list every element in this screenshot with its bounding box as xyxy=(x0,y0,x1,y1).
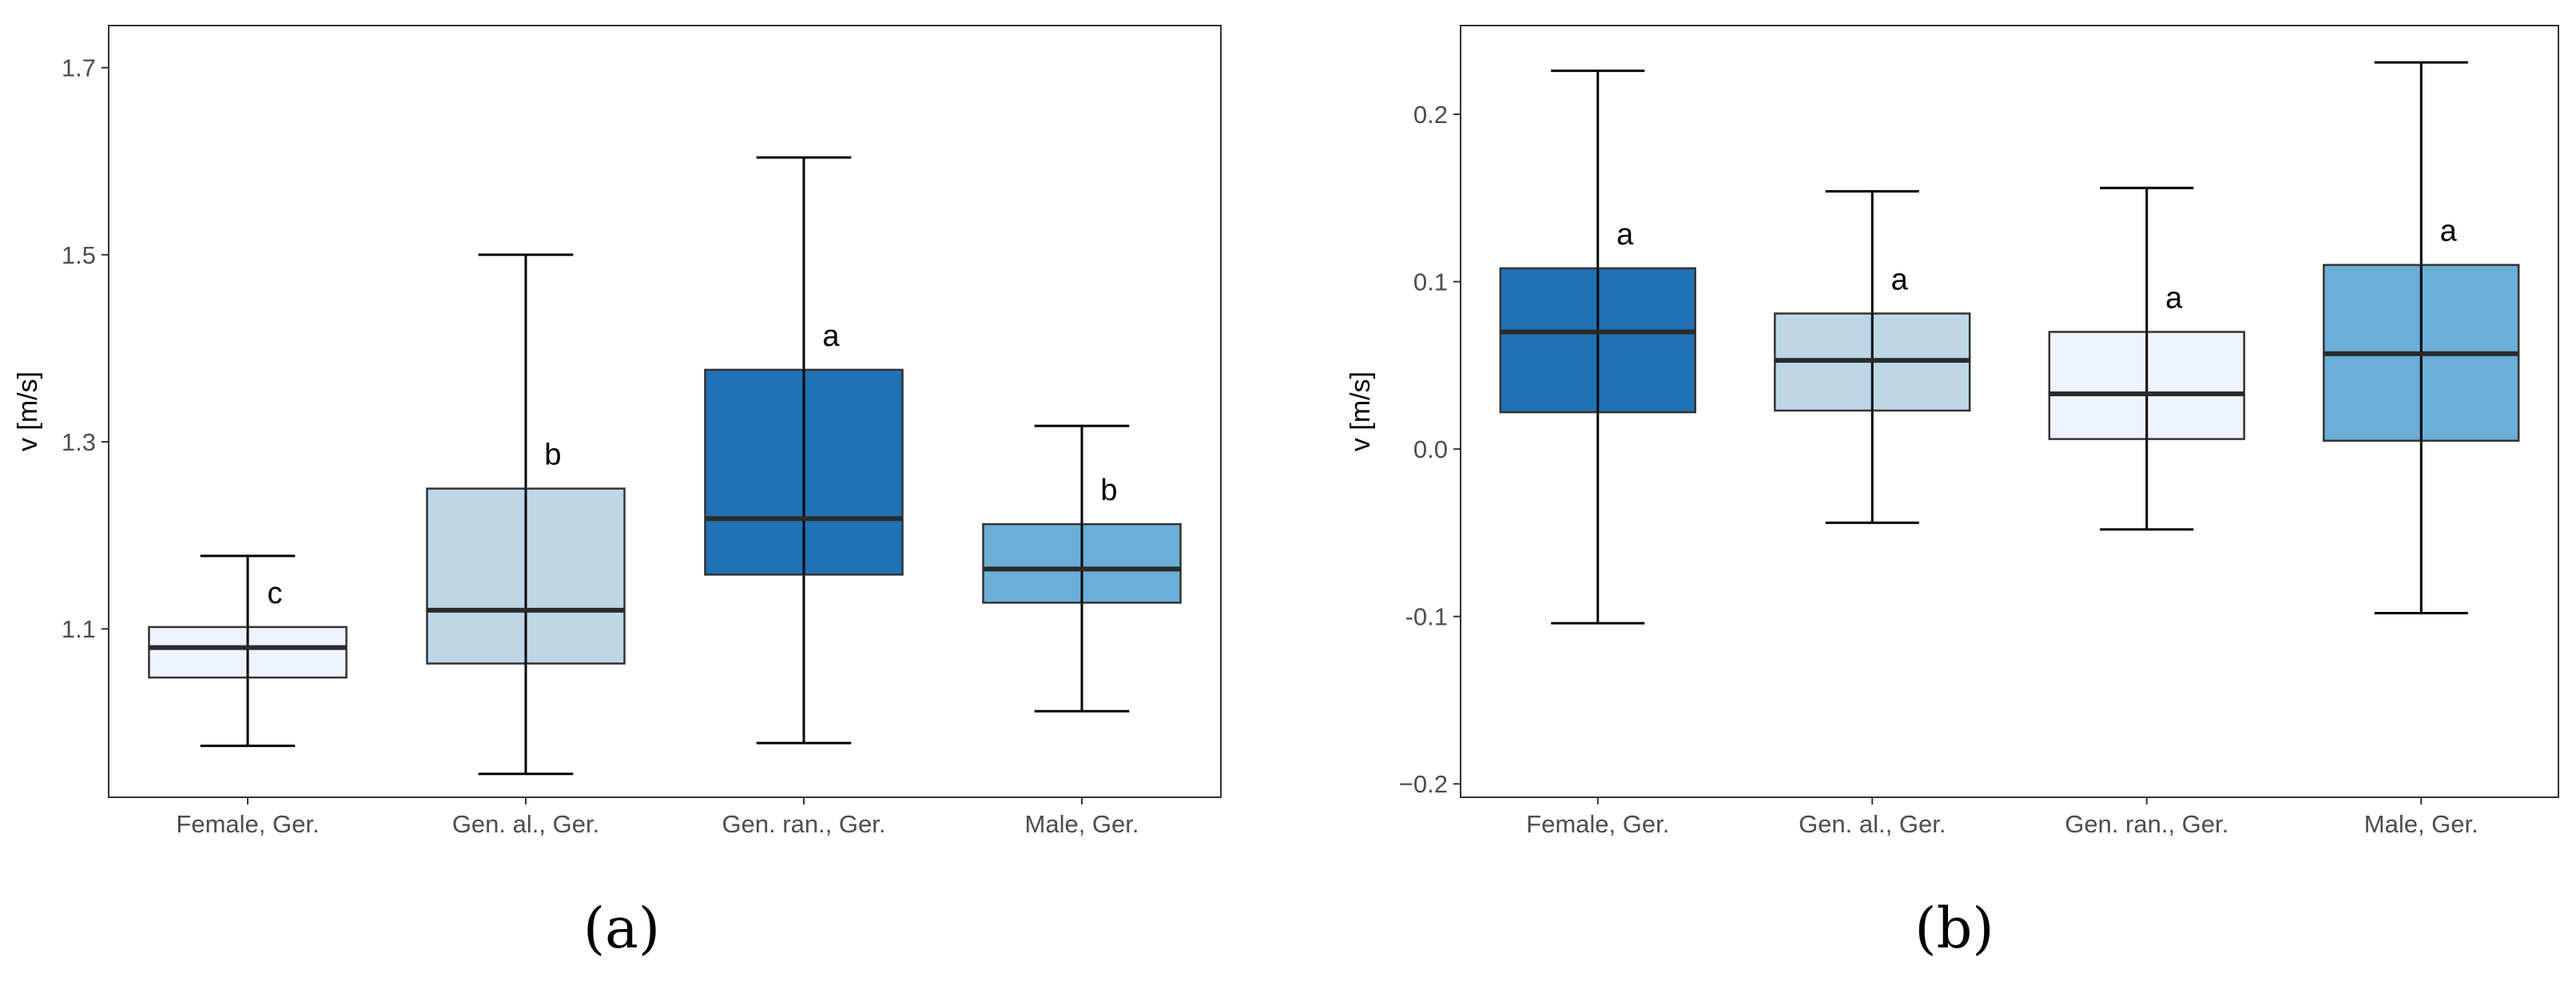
plot-border xyxy=(1460,25,2559,798)
significance-letter: a xyxy=(2165,281,2183,315)
x-tick-label: Gen. ran., Ger. xyxy=(2065,810,2228,838)
box-3: a xyxy=(704,156,904,745)
significance-letter: a xyxy=(1616,218,1634,252)
panel-caption: (a) xyxy=(583,896,660,961)
x-tick-label: Female, Ger. xyxy=(1526,810,1669,838)
panel-caption: (b) xyxy=(1914,896,1994,961)
significance-letter: b xyxy=(544,439,561,472)
box-4: a xyxy=(2323,61,2520,615)
y-tick-label: 0.0 xyxy=(1413,435,1448,463)
box-2: b xyxy=(426,253,626,776)
x-tick-label: Male, Ger. xyxy=(2364,810,2479,838)
box-1: c xyxy=(148,554,348,748)
y-axis-title: v [m/s] xyxy=(1346,371,1376,451)
significance-letter: a xyxy=(1891,263,1909,296)
x-tick-label: Gen. al., Ger. xyxy=(1799,810,1946,838)
box-1: a xyxy=(1499,70,1696,625)
significance-letter: a xyxy=(822,320,840,353)
y-axis-title: v [m/s] xyxy=(13,371,43,451)
y-tick-label: 1.3 xyxy=(62,428,96,456)
x-tick-label: Male, Ger. xyxy=(1025,810,1139,838)
y-tick-label: −0.2 xyxy=(1399,770,1448,798)
x-tick-label: Female, Ger. xyxy=(176,810,319,838)
y-tick-label: 1.5 xyxy=(62,241,96,269)
box-3: a xyxy=(2048,186,2245,531)
x-tick-label: Gen. ran., Ger. xyxy=(722,810,885,838)
significance-letter: b xyxy=(1100,474,1117,507)
box-2: a xyxy=(1774,189,1971,524)
y-tick-label: 0.2 xyxy=(1413,101,1448,129)
significance-letter: a xyxy=(2440,215,2458,248)
y-tick-label: 0.1 xyxy=(1413,268,1448,296)
y-tick-label: 1.7 xyxy=(62,54,96,82)
plot-border xyxy=(108,25,1222,798)
y-tick-label: 1.1 xyxy=(62,615,96,643)
y-tick-label: -0.1 xyxy=(1405,603,1448,631)
chart-panel-b: −0.2 -0.1 0.0 0.1 0.2 v [m/s] a Female, Ger. a Ge… xyxy=(1346,25,2559,961)
x-tick-label: Gen. al., Ger. xyxy=(452,810,599,838)
box-4: b xyxy=(982,424,1182,713)
significance-letter: c xyxy=(268,577,283,610)
chart-panel-a: 1.1 1.3 1.5 1.7 v [m/s] c Female, Ger. b Gen. al… xyxy=(13,25,1222,961)
